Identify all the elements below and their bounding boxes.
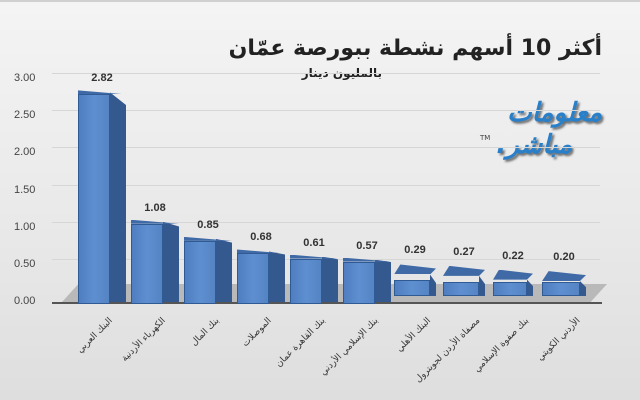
bar-value-label: 0.57 [356, 239, 378, 252]
bar [78, 90, 126, 304]
bar [542, 269, 586, 296]
gridline [52, 73, 600, 74]
y-axis-tick-label: 2.50 [14, 109, 36, 122]
gridline [52, 184, 600, 186]
x-axis-category-label: البنك الأهلي [394, 316, 434, 355]
bar [343, 257, 391, 304]
x-axis-category-label: بنك القاهرة عمان [273, 316, 328, 370]
bar [237, 249, 285, 304]
x-axis-category-label: بنك المال [188, 316, 222, 349]
gridline [52, 110, 600, 112]
bar [131, 219, 179, 304]
bar [394, 262, 436, 296]
chart-title: أكثر 10 أسهم نشطة ببورصة عمّان [228, 36, 602, 61]
bar [290, 254, 338, 304]
mubasher-logo: معلومات مباشر. TM [470, 98, 610, 168]
logo-line1: معلومات [507, 98, 602, 128]
bar [493, 268, 533, 296]
bar-value-label: 0.85 [197, 218, 219, 231]
gridline [52, 221, 600, 223]
bar-value-label: 0.27 [453, 245, 475, 258]
x-axis-category-label: الكهرباء الأردنية [120, 316, 169, 364]
bar-value-label: 0.61 [303, 236, 325, 249]
x-axis-category-label: بنك الإسلامي الأردني [318, 316, 381, 378]
bar-value-label: 0.68 [250, 231, 272, 244]
bar [184, 236, 232, 304]
bar-value-label: 0.22 [502, 249, 524, 262]
y-axis-tick-label: 1.50 [14, 183, 36, 196]
gridline [52, 147, 600, 149]
x-axis-category-label: الأردني الكويتي [535, 316, 583, 363]
bar-value-label: 1.08 [144, 201, 166, 214]
y-axis-tick-label: 3.00 [14, 72, 36, 84]
y-axis-tick-label: 0.00 [14, 295, 36, 307]
bar-value-label: 0.20 [553, 251, 575, 264]
y-axis-tick-label: 0.50 [14, 257, 36, 270]
x-axis-category-label: بنك صفوة الإسلامي [472, 316, 532, 375]
bar-value-label: 0.29 [404, 244, 426, 257]
logo-trademark: TM [480, 134, 491, 142]
bar-value-label: 2.82 [91, 72, 113, 85]
logo-line2: مباشر. [496, 130, 572, 160]
x-axis-line [52, 302, 602, 304]
x-axis-category-label: الموصلات [241, 316, 275, 349]
bar [443, 264, 485, 296]
y-axis-tick-label: 1.00 [14, 220, 36, 233]
x-axis-category-label: البنك العربي [75, 316, 116, 356]
y-axis-tick-label: 2.00 [14, 146, 36, 159]
